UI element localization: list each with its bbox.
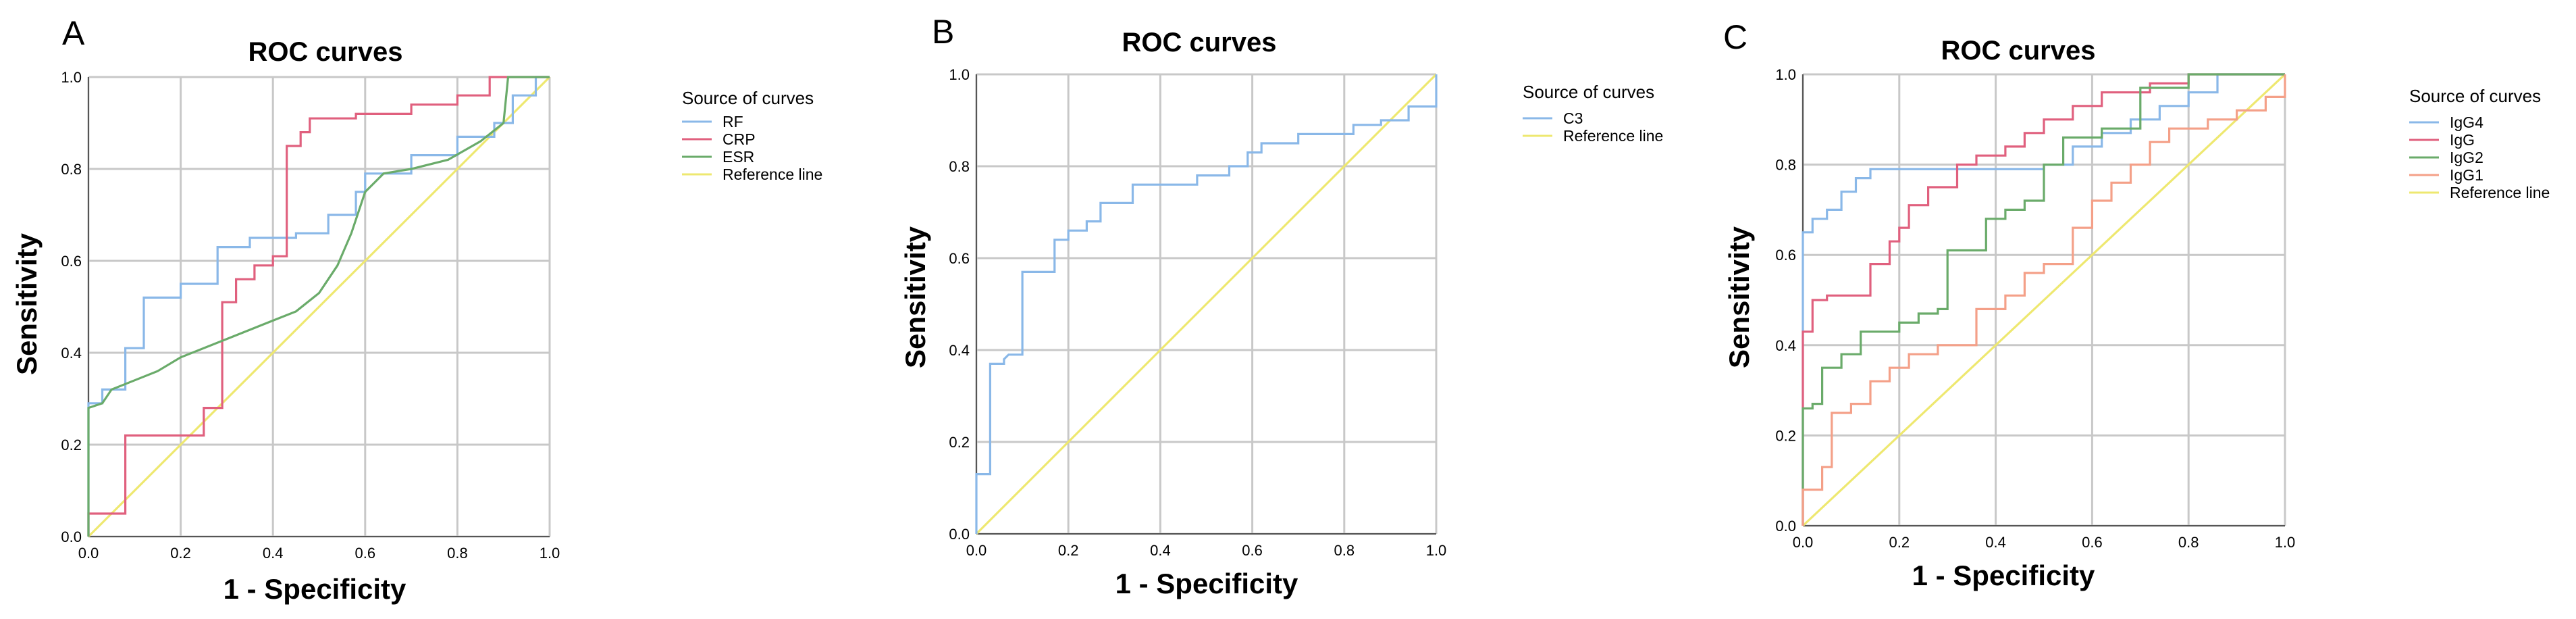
x-tick-label: 0.6 [355,545,376,562]
series-line-reference-line-b [975,73,1438,535]
legend-label-igg2: IgG2 [2450,149,2483,166]
x-tick-label: 0.8 [1334,542,1355,559]
legend-label-rf: RF [722,113,743,130]
x-tick-label: 0.2 [170,545,191,562]
y-tick-label: 0.6 [61,253,82,270]
chart-title-a: ROC curves [248,37,403,67]
x-axis-label-c: 1 - Specificity [1912,560,2095,591]
x-tick-label: 0.4 [1985,534,2006,551]
y-tick-label: 0.0 [1775,518,1796,535]
y-tick-label: 0.4 [61,345,82,362]
legend-label-reference-line: Reference line [1563,127,1663,145]
y-tick-label: 0.4 [1775,337,1796,354]
y-tick-label: 0.2 [61,437,82,453]
y-tick-label: 0.0 [61,528,82,545]
legend-label-igg: IgG [2450,131,2475,149]
panel-letter-c: C [1723,18,1747,56]
x-tick-label: 0.6 [2082,534,2103,551]
panel-a: A ROC curves 1 - Specificity Sensitivity… [11,14,822,605]
series-line-reference-line-c [1802,73,2286,527]
panel-b: B ROC curves 1 - Specificity Sensitivity… [899,13,1663,599]
x-tick-label: 0.8 [2178,534,2199,551]
y-tick-label: 0.0 [949,526,970,543]
legend-label-crp: CRP [722,130,756,148]
series-line-igg1-c [1802,74,2286,526]
plot-area-b: 0.0 0.2 0.4 0.6 0.8 1.0 0.0 0.2 0.4 0.6 0.8 1.0 [949,66,1446,559]
series-line-c3-b [975,74,1438,534]
y-tick-label: 0.4 [949,342,970,359]
legend-label-igg4: IgG4 [2450,114,2483,131]
legend-label-reference-line: Reference line [2450,184,2550,201]
y-tick-label: 0.8 [949,158,970,175]
series-line-igg2-c [1802,73,2285,526]
y-tick-label: 1.0 [1775,66,1796,83]
y-tick-label: 1.0 [61,69,82,86]
y-tick-label: 1.0 [949,66,970,83]
y-axis-label-a: Sensitivity [11,232,43,375]
x-tick-label: 0.0 [1793,534,1814,551]
legend-title-a: Source of curves [682,88,814,108]
y-tick-label: 0.6 [949,250,970,267]
legend-label-c3: C3 [1563,109,1583,127]
panel-letter-b: B [932,13,954,51]
series-line-rf-a [87,76,550,537]
x-tick-label: 1.0 [2275,534,2296,551]
x-tick-label: 0.4 [263,545,284,562]
x-tick-label: 0.4 [1150,542,1171,559]
legend-label-reference-line: Reference line [722,166,822,183]
y-axis-label-c: Sensitivity [1723,226,1755,368]
x-tick-label: 0.8 [447,545,468,562]
x-axis-label-a: 1 - Specificity [224,573,406,605]
series-line-esr-a [87,76,550,537]
x-axis-label-b: 1 - Specificity [1115,568,1298,599]
x-tick-label: 1.0 [540,545,560,562]
series-line-crp-a [87,76,550,537]
x-tick-label: 0.2 [1889,534,1910,551]
x-tick-label: 0.2 [1058,542,1079,559]
y-tick-label: 0.2 [949,434,970,451]
series-line-igg-c [1802,73,2285,526]
legend-c: Source of curves IgG4IgGIgG2IgG1Referenc… [2409,86,2550,201]
series-line-reference-line-a [87,76,551,538]
legend-label-esr: ESR [722,148,754,166]
y-tick-label: 0.8 [1775,157,1796,174]
y-tick-label: 0.8 [61,161,82,178]
x-tick-label: 0.0 [78,545,99,562]
y-tick-label: 0.2 [1775,427,1796,444]
x-tick-label: 0.0 [966,542,987,559]
legend-label-igg1: IgG1 [2450,166,2483,184]
legend-title-b: Source of curves [1523,82,1654,102]
x-tick-label: 1.0 [1426,542,1447,559]
panel-c: C ROC curves 1 - Specificity Sensitivity… [1723,18,2550,591]
y-tick-label: 0.6 [1775,247,1796,264]
x-tick-label: 0.6 [1242,542,1263,559]
y-axis-label-b: Sensitivity [899,226,931,368]
plot-area-a: 0.0 0.2 0.4 0.6 0.8 1.0 0.0 0.2 0.4 0.6 0.8 1.0 [61,69,560,562]
plot-area-c: 0.0 0.2 0.4 0.6 0.8 1.0 0.0 0.2 0.4 0.6 0.8 1.0 [1775,66,2295,551]
chart-title-b: ROC curves [1122,28,1277,57]
legend-title-c: Source of curves [2409,86,2541,106]
chart-title-c: ROC curves [1941,36,2096,66]
panel-letter-a: A [62,14,85,52]
